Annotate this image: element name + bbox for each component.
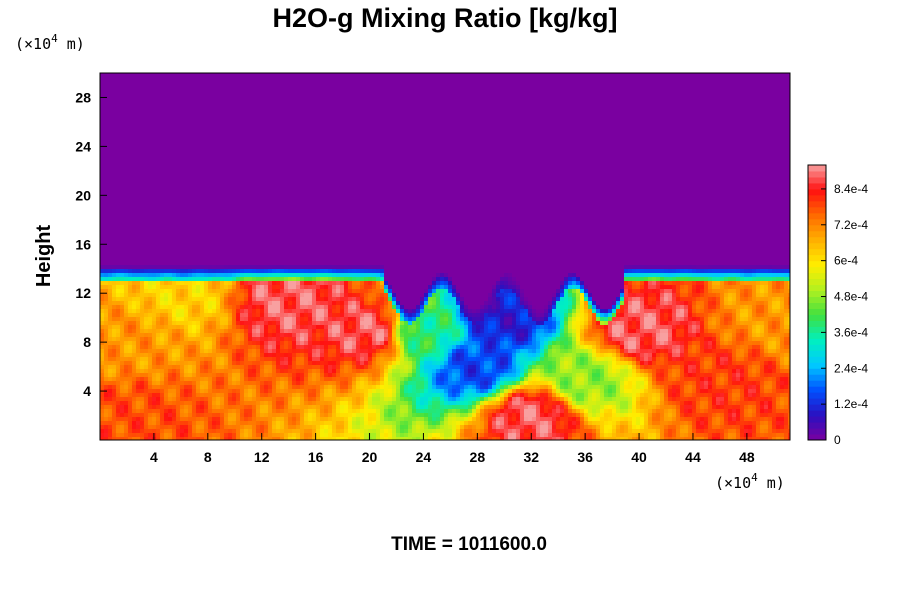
colorbar-segment [808,404,826,411]
colorbar-segment [808,165,826,172]
colorbar-tick-label: 8.4e-4 [834,182,868,196]
colorbar-segment [808,296,826,303]
colorbar-segment [808,326,826,333]
colorbar-segment [808,182,826,190]
colorbar-tick-label: 4.8e-4 [834,290,868,304]
x-ticks: 4 8 12 16 20 24 28 32 36 40 44 48 [150,433,755,465]
colorbar-tick-label: 3.6e-4 [834,325,868,339]
y-tick-label: 16 [75,236,91,252]
colorbar-segment [808,278,826,286]
colorbar-segment [808,260,826,268]
colorbar-tick-label: 6e-4 [834,254,858,268]
colorbar-segment [808,362,826,369]
x-tick-label: 28 [470,449,486,465]
y-tick-label: 8 [83,334,91,350]
colorbar-tick-label: 2.4e-4 [834,361,868,375]
y-axis-label: Height [33,225,55,288]
colorbar-segment [808,332,826,339]
colorbar-segment [808,314,826,321]
colorbar-segment [808,344,826,351]
mixing-ratio-field [100,73,790,440]
colorbar-tick-label: 1.2e-4 [834,397,868,411]
x-tick-label: 44 [685,449,701,465]
colorbar-segment [808,212,826,220]
colorbar [807,164,827,441]
x-unit-label: (×104 m) [715,471,785,492]
plot-frame [99,72,791,441]
colorbar-segment [808,386,826,393]
x-tick-label: 32 [523,449,539,465]
colorbar-segment [808,392,826,399]
colorbar-segment [808,242,826,250]
colorbar-segment [808,266,826,274]
y-tick-label: 20 [75,187,91,203]
colorbar-segment [808,206,826,214]
y-unit-label: (×104 m) [15,32,85,53]
y-tick-label: 4 [83,383,91,399]
colorbar-segment [808,356,826,363]
x-tick-label: 48 [739,449,755,465]
colorbar-segment [808,176,826,184]
colorbar-segment [808,218,826,226]
colorbar-segment [808,194,826,202]
colorbar-segment [808,338,826,345]
y-tick-label: 28 [75,89,91,105]
colorbar-segment [808,230,826,238]
colorbar-ticks: 0 1.2e-4 2.4e-4 3.6e-4 4.8e-4 6e-4 7.2e-4 8.4e-… [821,182,868,447]
colorbar-segment [808,272,826,280]
colorbar-segment [808,410,826,417]
colorbar-segment [808,398,826,405]
x-tick-label: 40 [631,449,647,465]
colorbar-segment [808,374,826,381]
colorbar-segment [808,236,826,244]
y-ticks: 4 8 12 16 20 24 28 [75,89,107,399]
colorbar-segment [808,320,826,327]
x-tick-label: 36 [577,449,593,465]
colorbar-segment [808,302,826,309]
chart-title: H2O-g Mixing Ratio [kg/kg] [272,3,617,33]
x-tick-label: 16 [308,449,324,465]
colorbar-segment [808,368,826,375]
colorbar-segment [808,248,826,256]
time-label: TIME = 1011600.0 [391,534,547,555]
x-tick-label: 24 [416,449,432,465]
colorbar-segment [808,188,826,196]
x-tick-label: 20 [362,449,378,465]
colorbar-segment [808,350,826,357]
x-tick-label: 12 [254,449,270,465]
colorbar-tick-label: 0 [834,433,841,447]
colorbar-segment [808,434,826,441]
colorbar-frame [807,164,827,441]
colorbar-segment [808,422,826,429]
colorbar-segment [808,200,826,208]
colorbar-segment [808,170,826,178]
x-tick-label: 8 [204,449,212,465]
colorbar-segment [808,308,826,315]
colorbar-tick-label: 7.2e-4 [834,218,868,232]
colorbar-segment [808,416,826,423]
y-tick-label: 24 [75,138,91,154]
colorbar-segment [808,284,826,292]
colorbar-segment [808,428,826,435]
x-tick-label: 4 [150,449,158,465]
colorbar-segment [808,380,826,387]
colorbar-segment [808,254,826,262]
y-tick-label: 12 [75,285,91,301]
colorbar-segment [808,290,826,298]
colorbar-segment [808,224,826,232]
